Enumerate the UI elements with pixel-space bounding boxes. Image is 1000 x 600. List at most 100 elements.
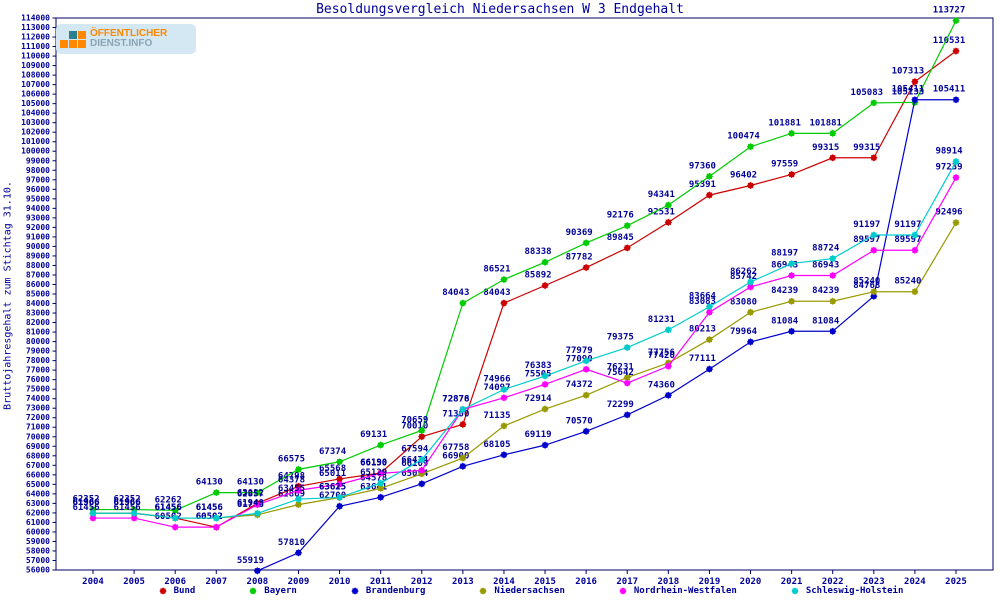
logo-square xyxy=(60,39,68,48)
legend-label: Niedersachsen xyxy=(494,586,565,596)
value-label: 81231 xyxy=(648,315,675,325)
y-tick-label: 114000 xyxy=(21,14,50,23)
value-label: 88197 xyxy=(771,249,798,259)
y-tick-label: 80000 xyxy=(26,337,50,346)
data-point xyxy=(541,380,549,389)
data-point xyxy=(253,488,262,497)
value-label: 76231 xyxy=(607,362,634,372)
data-point xyxy=(376,469,385,478)
value-label: 88338 xyxy=(525,247,552,257)
logo-text-line2: DIENST.INFO xyxy=(90,38,153,49)
value-label: 65011 xyxy=(319,469,346,479)
y-tick-label: 89000 xyxy=(26,251,50,260)
data-point xyxy=(787,271,796,280)
y-tick-label: 60000 xyxy=(26,527,50,536)
y-tick-label: 75000 xyxy=(26,385,50,394)
x-tick-label: 2014 xyxy=(493,577,515,587)
data-point xyxy=(253,501,262,509)
x-tick-label: 2015 xyxy=(534,577,556,587)
data-point xyxy=(294,500,303,509)
value-label: 87782 xyxy=(566,253,593,263)
y-tick-label: 82000 xyxy=(26,318,50,327)
value-label: 110531 xyxy=(933,36,966,46)
value-label: 76383 xyxy=(525,361,552,371)
value-label: 98914 xyxy=(935,147,963,157)
value-label: 75505 xyxy=(525,369,552,379)
data-point xyxy=(787,327,796,335)
data-point xyxy=(294,465,303,474)
value-label: 91197 xyxy=(894,220,921,230)
x-tick-label: 2008 xyxy=(247,577,269,587)
logo-square xyxy=(78,30,86,39)
data-point xyxy=(541,258,549,266)
y-axis: 5600057000580005900060000610006200063000… xyxy=(21,14,56,575)
value-label: 74360 xyxy=(648,380,675,390)
value-label: 83083 xyxy=(689,297,716,307)
y-tick-label: 91000 xyxy=(26,232,50,241)
value-label: 61798 xyxy=(237,500,264,510)
data-point xyxy=(582,263,590,272)
data-point xyxy=(911,96,919,104)
y-tick-label: 63000 xyxy=(26,499,50,508)
data-point xyxy=(705,303,714,311)
value-label: 77420 xyxy=(648,351,675,361)
data-point xyxy=(294,486,303,494)
x-tick-label: 2005 xyxy=(123,577,145,587)
value-label: 72878 xyxy=(442,394,469,404)
x-tick-label: 2017 xyxy=(616,577,638,587)
value-label: 62262 xyxy=(155,495,182,505)
data-point xyxy=(870,292,878,300)
value-label: 84239 xyxy=(771,286,798,296)
x-tick-label: 2011 xyxy=(370,577,392,587)
value-label: 60502 xyxy=(196,512,223,522)
data-point xyxy=(664,326,673,334)
data-point xyxy=(335,458,344,466)
value-label: 85892 xyxy=(525,271,552,281)
y-tick-label: 71000 xyxy=(26,423,50,432)
y-tick-label: 57000 xyxy=(26,556,50,565)
data-point xyxy=(459,462,467,470)
data-point xyxy=(459,405,467,414)
value-label: 83080 xyxy=(730,297,757,307)
data-point xyxy=(705,191,714,199)
value-label: 61948 xyxy=(237,498,264,508)
data-point xyxy=(746,283,755,291)
value-label: 89845 xyxy=(607,233,634,243)
series-line-bayern xyxy=(93,20,957,512)
data-point xyxy=(870,288,878,296)
series-brandenburg xyxy=(253,96,960,575)
series-value-labels-bund: 61966 61966 614566050263012647986556866190… xyxy=(72,36,965,522)
data-point xyxy=(582,427,590,436)
value-label: 84043 xyxy=(442,288,469,298)
data-point xyxy=(746,278,755,286)
y-tick-label: 95000 xyxy=(26,194,50,203)
y-tick-label: 69000 xyxy=(26,442,50,451)
value-label: 61966 xyxy=(114,498,141,508)
value-label: 61966 xyxy=(114,498,141,508)
x-tick-label: 2018 xyxy=(657,577,679,587)
value-label: 61456 xyxy=(155,503,182,513)
value-label: 79375 xyxy=(607,333,634,343)
value-label: 97559 xyxy=(771,159,798,169)
legend-item-bund: Bund xyxy=(157,585,195,597)
x-tick-label: 2022 xyxy=(822,577,844,587)
y-tick-label: 112000 xyxy=(21,33,50,42)
y-tick-label: 98000 xyxy=(26,166,50,175)
y-tick-label: 70000 xyxy=(26,432,50,441)
legend-item-bayern: Bayern xyxy=(247,585,297,597)
y-tick-label: 87000 xyxy=(26,270,50,279)
y-tick-label: 68000 xyxy=(26,451,50,460)
x-tick-label: 2010 xyxy=(329,577,351,587)
x-axis: 2004 2005 2006 2007 2008 2009 2010 2011 2012 2013… xyxy=(82,570,967,587)
data-point xyxy=(746,143,755,151)
y-tick-label: 64000 xyxy=(26,489,50,498)
value-label: 64378 xyxy=(278,475,305,485)
value-label: 66900 xyxy=(442,451,469,461)
legend-label: Schleswig-Holstein xyxy=(805,586,904,596)
value-label: 105133 xyxy=(892,87,925,97)
value-label: 64578 xyxy=(360,473,387,483)
data-point xyxy=(376,493,385,501)
data-point xyxy=(130,509,138,517)
value-label: 72876 xyxy=(442,394,469,404)
